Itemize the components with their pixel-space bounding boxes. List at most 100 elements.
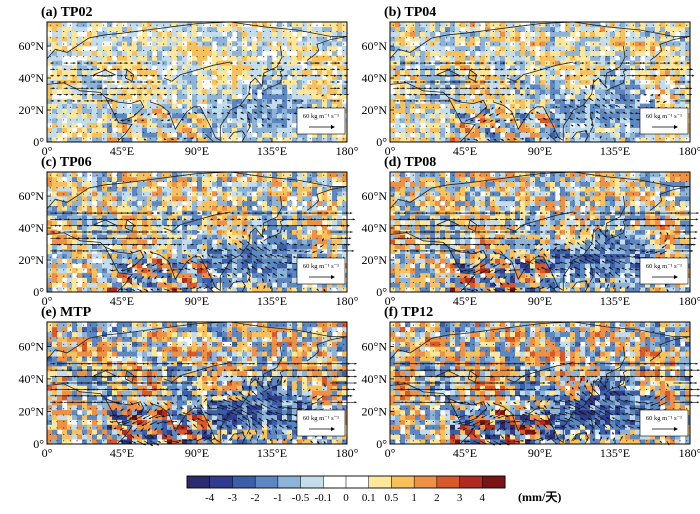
vector-dot xyxy=(392,43,394,45)
anomaly-cell xyxy=(540,132,546,138)
vector-dot xyxy=(229,131,231,134)
anomaly-cell xyxy=(272,94,278,100)
anomaly-cell xyxy=(440,98,446,104)
vector-dot xyxy=(532,30,534,33)
anomaly-cell xyxy=(525,132,531,138)
anomaly-cell xyxy=(227,31,233,37)
anomaly-cell xyxy=(540,94,546,100)
anomaly-cell xyxy=(470,132,476,138)
anomaly-cell xyxy=(440,55,446,61)
anomaly-cell xyxy=(147,60,153,66)
vector-dot xyxy=(69,56,71,58)
anomaly-cell xyxy=(450,55,456,61)
vector-arrowhead xyxy=(113,93,116,96)
vector-dot xyxy=(276,37,278,39)
anomaly-cell xyxy=(495,22,501,28)
anomaly-cell xyxy=(272,103,278,109)
anomaly-cell xyxy=(645,31,651,37)
anomaly-cell xyxy=(57,36,63,42)
anomaly-cell xyxy=(480,94,486,100)
anomaly-cell xyxy=(590,36,596,42)
vector-arrowhead xyxy=(120,62,123,65)
vector-dot xyxy=(163,37,165,39)
vector-arrowhead xyxy=(134,93,137,96)
anomaly-cell xyxy=(262,74,268,80)
vector-arrowhead xyxy=(687,62,690,65)
anomaly-cell xyxy=(660,26,666,32)
anomaly-cell xyxy=(52,84,58,90)
anomaly-cell xyxy=(172,103,178,109)
anomaly-cell xyxy=(395,50,401,56)
anomaly-cell xyxy=(107,118,113,124)
vector-arrowhead xyxy=(445,74,448,77)
vector-dot xyxy=(249,138,251,140)
anomaly-cell xyxy=(177,89,183,95)
anomaly-cell xyxy=(317,103,323,109)
vector-dot xyxy=(559,138,561,140)
vector-arrowhead xyxy=(397,81,400,83)
anomaly-cell xyxy=(440,31,446,37)
anomaly-cell xyxy=(267,60,273,66)
anomaly-cell xyxy=(580,118,586,124)
vector-arrowhead xyxy=(203,137,207,140)
anomaly-cell xyxy=(395,122,401,128)
anomaly-cell xyxy=(430,50,436,56)
anomaly-cell xyxy=(252,41,258,47)
anomaly-cell xyxy=(425,70,431,76)
vector-arrowhead xyxy=(214,99,217,102)
vector-dot xyxy=(506,30,508,33)
anomaly-cell xyxy=(400,103,406,109)
vector-dot xyxy=(419,125,421,127)
anomaly-cell xyxy=(137,70,143,76)
coastline-segment xyxy=(506,61,574,82)
anomaly-cell xyxy=(82,113,88,119)
vector-dot xyxy=(296,87,298,89)
vector-dot xyxy=(323,43,325,45)
vector-dot xyxy=(672,138,674,140)
anomaly-cell xyxy=(625,103,631,109)
anomaly-cell xyxy=(217,60,223,66)
vector-dot xyxy=(619,43,621,45)
vector-dot xyxy=(452,131,454,134)
anomaly-cell xyxy=(650,70,656,76)
vector-dot xyxy=(263,81,265,83)
vector-dot xyxy=(559,94,561,96)
anomaly-cell xyxy=(47,84,53,90)
anomaly-cell xyxy=(560,31,566,37)
vector-dot xyxy=(276,94,278,96)
anomaly-cell xyxy=(182,122,188,128)
vector-dot xyxy=(236,106,238,108)
anomaly-cell xyxy=(510,50,516,56)
vector-arrowhead xyxy=(610,92,613,95)
anomaly-cell xyxy=(495,79,501,85)
vector-dot xyxy=(526,37,528,39)
vector-dot xyxy=(69,113,71,115)
vector-dot xyxy=(686,37,688,39)
anomaly-cell xyxy=(187,46,193,52)
vector-dot xyxy=(512,125,514,127)
anomaly-cell xyxy=(297,79,303,85)
vector-dot xyxy=(69,138,71,140)
vector-arrowhead xyxy=(93,74,96,77)
vector-dot xyxy=(163,68,165,70)
anomaly-cell xyxy=(182,132,188,138)
vector-dot xyxy=(646,138,648,140)
anomaly-cell xyxy=(182,89,188,95)
anomaly-cell xyxy=(595,70,601,76)
anomaly-cell xyxy=(132,132,138,138)
anomaly-cell xyxy=(87,113,93,119)
anomaly-cell xyxy=(410,50,416,56)
anomaly-cell xyxy=(47,94,53,100)
vector-arrowhead xyxy=(305,62,308,65)
vector-arrowhead xyxy=(469,87,472,90)
vector-dot xyxy=(49,113,51,115)
vector-dot xyxy=(546,37,548,39)
anomaly-cell xyxy=(585,36,591,42)
anomaly-cell xyxy=(685,22,691,28)
anomaly-cell xyxy=(515,137,521,143)
anomaly-cell xyxy=(317,89,323,95)
anomaly-cell xyxy=(212,36,218,42)
anomaly-cell xyxy=(137,103,143,109)
anomaly-cell xyxy=(127,74,133,80)
reference-vector-box: 60 kg m⁻¹ s⁻¹ xyxy=(296,107,346,135)
